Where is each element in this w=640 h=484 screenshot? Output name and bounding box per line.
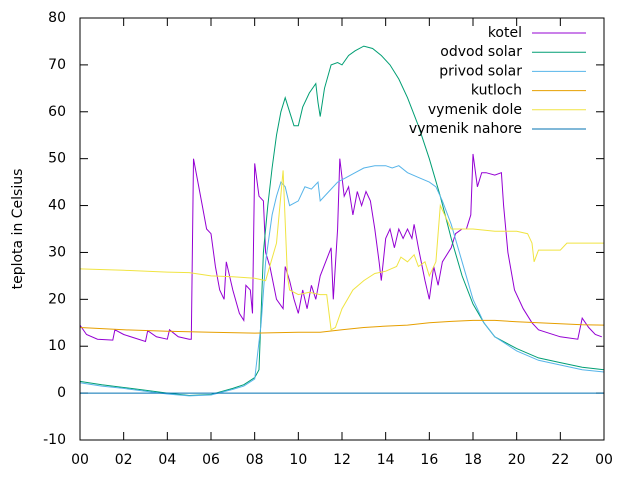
x-tick-label: 04 [158,452,176,468]
x-tick-label: 12 [333,452,351,468]
legend-label: kutloch [471,83,522,99]
legend-label: vymenik dole [428,102,522,118]
y-tick-label: 10 [48,338,66,354]
y-tick-label: 40 [48,198,66,214]
legend-label: odvod solar [440,44,522,60]
legend-label: privod solar [439,63,522,79]
x-tick-label: 08 [246,452,264,468]
legend-label: kotel [488,25,522,41]
x-tick-label: 22 [551,452,569,468]
x-tick-label: 14 [377,452,395,468]
series-line [79,153,602,343]
y-axis-label: teplota in Celsius [10,169,26,290]
legend-label: vymenik nahore [409,121,522,137]
x-tick-label: 00 [71,452,89,468]
y-tick-label: 30 [48,244,66,260]
y-tick-label: 50 [48,151,66,167]
series-line [79,319,605,334]
x-tick-label: 00 [595,452,613,468]
plot-border [79,17,605,441]
x-tick-label: 20 [508,452,526,468]
y-tick-label: -10 [43,432,66,448]
y-tick-label: 0 [57,385,66,401]
x-tick-label: 10 [289,452,307,468]
x-tick-label: 06 [202,452,220,468]
y-tick-label: 60 [48,104,66,120]
series-line [79,170,604,331]
x-tick-label: 02 [115,452,133,468]
y-tick-label: 20 [48,291,66,307]
series-line [79,165,605,397]
x-tick-label: 16 [420,452,438,468]
series-line [79,45,605,397]
y-tick-label: 80 [48,10,66,26]
y-tick-label: 70 [48,57,66,73]
x-tick-label: 18 [464,452,482,468]
